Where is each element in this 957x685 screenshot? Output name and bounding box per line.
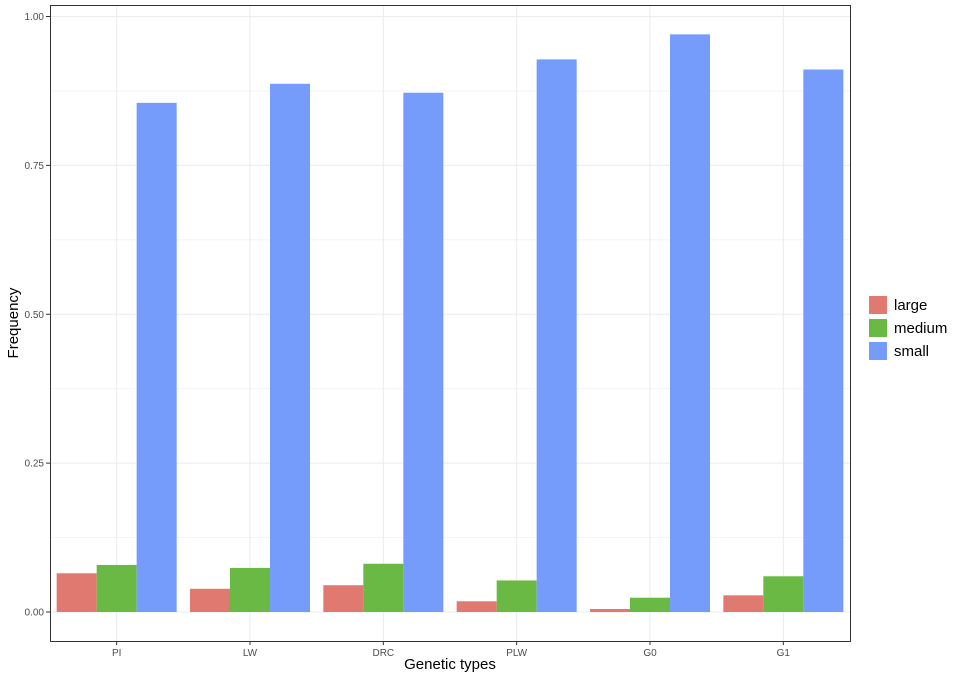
bar-medium-drc: [363, 563, 404, 612]
bar-small-g0: [670, 34, 710, 613]
legend-label-large: large: [894, 297, 927, 314]
x-tick-label: G0: [643, 648, 657, 659]
axis-layer: 0.00 0.25 0.50 0.75 1.00 PI LW DRC PLW G0 G1: [25, 12, 791, 659]
bar-large-plw: [456, 601, 497, 612]
legend-label-medium: medium: [894, 320, 947, 337]
panel-border: [50, 5, 851, 642]
bar-large-lw: [190, 588, 230, 612]
x-tick-label: DRC: [372, 648, 394, 659]
x-tick-label: G1: [777, 648, 791, 659]
y-axis-title: Frequency: [5, 287, 22, 358]
bar-small-plw: [536, 59, 577, 613]
bar-medium-g1: [763, 576, 804, 612]
bar-large-pi: [56, 573, 97, 612]
y-tick-label: 0.50: [25, 310, 45, 321]
x-tick-label: PLW: [506, 648, 527, 659]
y-tick-label: 0.25: [25, 459, 45, 470]
y-tick-label: 0.75: [25, 161, 45, 172]
bar-large-g0: [590, 609, 630, 612]
bar-medium-pi: [96, 564, 137, 612]
bar-small-g1: [803, 69, 844, 612]
legend: large medium small: [869, 296, 947, 360]
bars-layer: [56, 34, 844, 613]
legend-key-large: [869, 296, 887, 314]
bar-medium-lw: [230, 567, 270, 612]
y-tick-label: 1.00: [25, 12, 45, 23]
bar-small-lw: [270, 83, 310, 612]
y-tick-label: 0.00: [25, 608, 45, 619]
x-axis-title: Genetic types: [404, 656, 496, 673]
legend-key-medium: [869, 319, 887, 337]
bar-large-drc: [323, 585, 364, 612]
bar-small-pi: [136, 102, 177, 612]
legend-key-small: [869, 342, 887, 360]
bar-medium-g0: [630, 597, 670, 612]
grid-layer: [50, 5, 850, 641]
x-tick-label: LW: [243, 648, 258, 659]
bar-medium-plw: [496, 580, 537, 612]
bar-large-g1: [723, 595, 764, 612]
legend-label-small: small: [894, 343, 929, 360]
bar-small-drc: [403, 92, 444, 612]
x-tick-label: PI: [112, 648, 121, 659]
